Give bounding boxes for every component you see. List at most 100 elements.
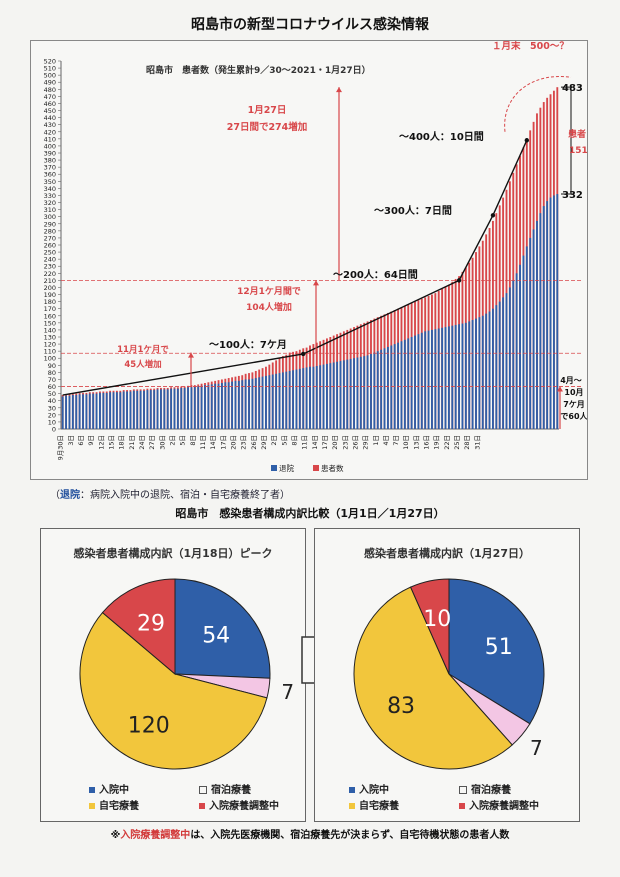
y-tick-label: 230 — [44, 263, 56, 271]
milestone-300-label: ～300人：7日間 — [374, 204, 452, 217]
y-tick-label: 40 — [48, 397, 56, 405]
bar-retired — [204, 385, 206, 429]
legend-swatch — [199, 786, 207, 794]
x-tick-label: 29日 — [260, 435, 268, 450]
legend-label: 入院中 — [99, 785, 129, 796]
bar-retired — [254, 378, 257, 429]
bar-retired — [261, 376, 264, 429]
x-tick-label: 14日 — [311, 435, 319, 450]
bar-retired — [78, 394, 81, 429]
y-tick-label: 460 — [44, 100, 56, 108]
bar-retired — [424, 331, 427, 429]
x-tick-label: 29日 — [362, 435, 370, 450]
x-tick-label: 17日 — [219, 435, 227, 450]
y-tick-label: 160 — [44, 312, 56, 320]
x-tick-label: 23日 — [240, 435, 248, 450]
bar-retired — [153, 390, 156, 429]
bar-retired — [292, 370, 294, 429]
bar-retired — [315, 366, 318, 429]
y-tick-label: 80 — [48, 369, 56, 377]
bar-retired — [143, 390, 145, 429]
legend-swatch — [89, 787, 95, 793]
pie-slice — [448, 578, 545, 725]
bar-retired — [376, 351, 379, 429]
y-tick-label: 340 — [44, 185, 56, 193]
bar-retired — [197, 386, 200, 429]
bar-retired — [241, 380, 244, 429]
retire-term: 退院 — [60, 490, 80, 501]
bar-retired — [498, 301, 501, 429]
y-tick-label: 310 — [44, 206, 56, 214]
bar-retired — [349, 358, 352, 429]
bar-retired — [149, 390, 152, 429]
pie-chart-jan18: 54 7 120 29 — [79, 578, 294, 770]
bar-retired — [410, 337, 413, 429]
pie-title-jan18: 感染者患者構成内訳（1月18日）ピーク — [73, 547, 273, 560]
bar-retired — [92, 393, 95, 429]
jan27-increase-label: 27日間で274増加 — [227, 121, 308, 133]
bar-retired — [475, 318, 477, 429]
x-tick-label: 2日 — [270, 435, 278, 446]
bar-retired — [220, 383, 223, 429]
pie-slice — [353, 586, 513, 770]
legend-item: 入院療養調整中 — [199, 797, 279, 812]
x-tick-label: 9日 — [87, 435, 95, 446]
bar-retired — [305, 367, 308, 429]
bar-retired — [444, 327, 447, 429]
bar-retired — [309, 366, 311, 429]
y-tick-label: 360 — [44, 171, 56, 179]
bar-retired — [251, 378, 254, 429]
y-tick-label: 370 — [44, 164, 56, 172]
pie-panel-jan18: 感染者患者構成内訳（1月18日）ピーク 54 7 120 29 入院中 宿泊療養 自宅療養… — [40, 528, 306, 822]
x-tick-label: 15日 — [108, 435, 116, 450]
jan-end-label: １月末 500～？ — [492, 41, 569, 52]
patients-count-label: 151 — [569, 146, 587, 156]
bar-retired — [163, 389, 166, 429]
bar-retired — [536, 220, 538, 429]
legend-label: 自宅療養 — [99, 801, 139, 812]
legend-swatch — [89, 803, 95, 809]
footnote-term: 入院療養調整中 — [120, 830, 191, 841]
bar-retired — [119, 392, 122, 429]
pie-legend-jan18: 入院中 宿泊療養 自宅療養 入院療養調整中 — [89, 781, 299, 821]
y-tick-label: 380 — [44, 157, 56, 165]
nov-arrow-head — [188, 352, 194, 358]
legend-item: 入院療養調整中 — [459, 797, 539, 812]
pie-slice — [79, 611, 268, 770]
y-tick-label: 320 — [44, 199, 56, 207]
bar-retired — [312, 366, 315, 429]
bar-retired — [437, 328, 440, 429]
bar-retired — [180, 387, 183, 429]
bar-retired — [278, 373, 281, 429]
bar-retired — [366, 355, 369, 429]
bar-chart-panel: 0 10 20 30 40 50 60 70 80 90 100 110 120 130 140 150 160… — [30, 40, 588, 480]
y-tick-label: 170 — [44, 305, 56, 313]
legend-label: 入院療養調整中 — [469, 801, 539, 812]
y-tick-label: 270 — [44, 234, 56, 242]
bar-retired — [356, 357, 359, 429]
bar-retired — [519, 264, 521, 429]
legend-label: 自宅療養 — [359, 801, 399, 812]
trend-line — [62, 353, 304, 396]
bar-retired — [88, 393, 91, 429]
x-tick-label: 13日 — [412, 435, 420, 450]
bar-retired — [485, 313, 488, 429]
bar-retired — [258, 377, 261, 429]
x-tick-label: 31日 — [473, 435, 481, 450]
legend-label: 入院療養調整中 — [209, 801, 279, 812]
x-tick-label: 8日 — [189, 435, 197, 446]
pie-slice — [409, 578, 450, 675]
bar-retired — [156, 389, 159, 429]
y-tick-label: 140 — [44, 326, 56, 334]
y-tick-label: 400 — [44, 142, 56, 150]
milestone-100-label: ～100人：7ケ月 — [209, 338, 287, 351]
projection-arc — [504, 75, 572, 132]
bar-retired — [502, 297, 505, 429]
bar-retired — [329, 363, 332, 429]
bar-retired — [139, 390, 142, 429]
pie-panel-jan27: 感染者患者構成内訳（1月27日） 51 7 83 10 入院中 宿泊療養 自宅療養 入院療養… — [314, 528, 580, 822]
dec-label: 12月1ケ月間で — [237, 286, 301, 297]
x-tick-label: 12日 — [97, 435, 105, 450]
legend-label-retired: 退院 — [279, 463, 294, 473]
apr-oct-label: 10月 — [564, 388, 583, 397]
